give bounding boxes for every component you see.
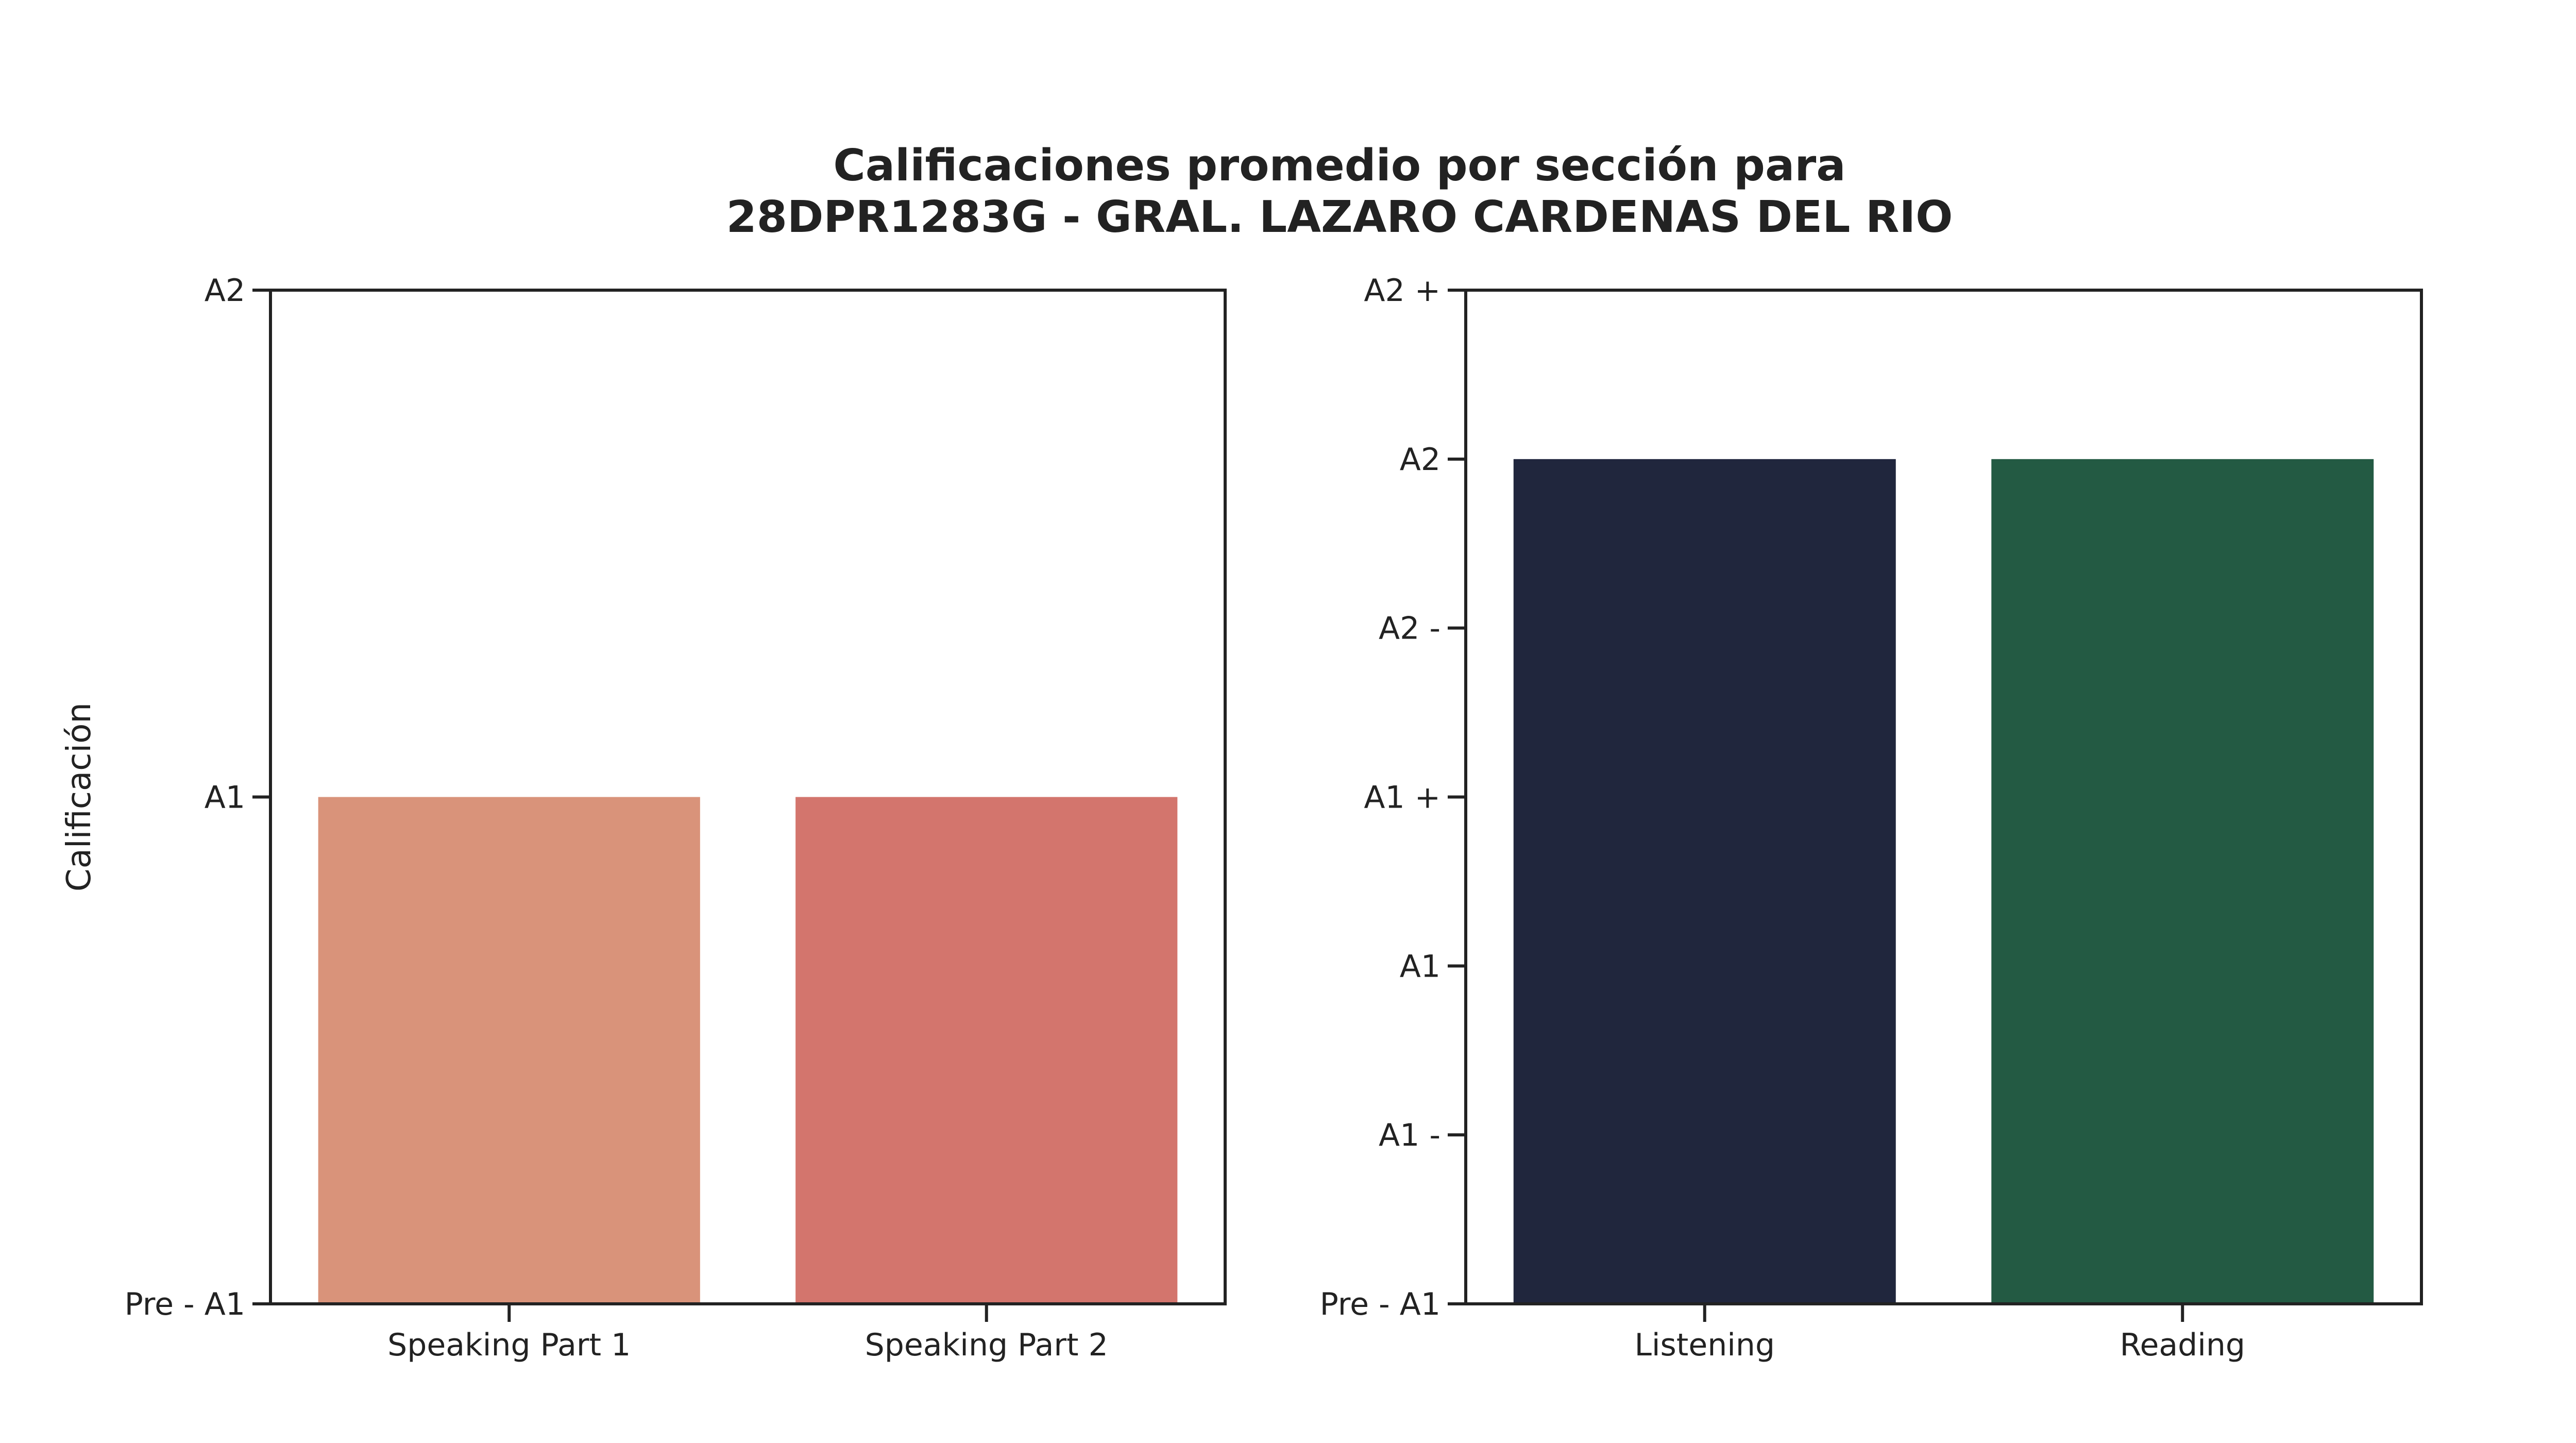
bar-speaking-part-2 bbox=[795, 797, 1178, 1304]
y-tick-label: A2 bbox=[205, 273, 245, 309]
y-tick-label: A1 bbox=[205, 780, 245, 816]
y-tick-label: A2 bbox=[1400, 442, 1440, 478]
y-tick-label: A2 - bbox=[1379, 611, 1440, 647]
chart-title-line-1: Calificaciones promedio por sección para bbox=[833, 140, 1845, 191]
chart-panel-listening-reading: Pre - A1 A1 - A1 A1 + A2 - A2 A2 + Listening Rea… bbox=[1320, 273, 2423, 1363]
bar-speaking-part-1 bbox=[318, 797, 700, 1304]
y-tick-label: A1 + bbox=[1364, 780, 1440, 816]
x-tick-label: Listening bbox=[1634, 1327, 1775, 1363]
bar-listening bbox=[1513, 459, 1896, 1304]
x-tick-label: Speaking Part 1 bbox=[387, 1327, 631, 1363]
y-tick-label: A2 + bbox=[1364, 273, 1440, 309]
bar-reading bbox=[1991, 459, 2374, 1304]
y-tick-label: A1 - bbox=[1379, 1117, 1440, 1153]
y-tick-label: A1 bbox=[1400, 948, 1440, 984]
x-tick-label: Reading bbox=[2120, 1327, 2245, 1363]
y-axis-label: Calificación bbox=[60, 702, 98, 892]
x-tick-label: Speaking Part 2 bbox=[865, 1327, 1108, 1363]
y-tick-label: Pre - A1 bbox=[125, 1286, 245, 1322]
chart-panel-speaking: Pre - A1 A1 A2 Speaking Part 1 Speaking Part… bbox=[60, 273, 1227, 1363]
chart-title-line-2: 28DPR1283G - GRAL. LAZARO CARDENAS DEL R… bbox=[726, 192, 1953, 243]
y-tick-label: Pre - A1 bbox=[1320, 1286, 1440, 1322]
